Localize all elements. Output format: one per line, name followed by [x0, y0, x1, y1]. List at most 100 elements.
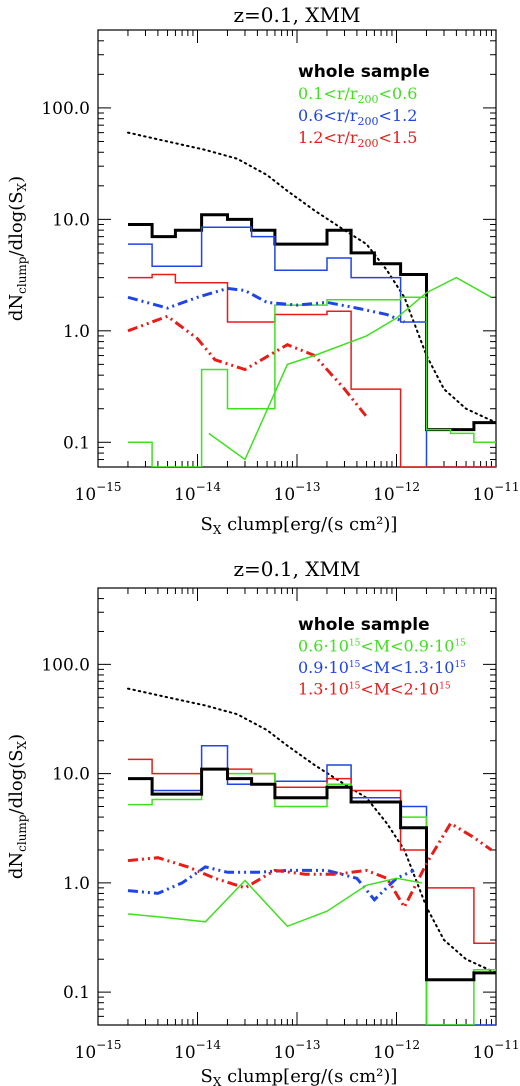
- legend-part: 0.1<r/r: [298, 84, 358, 103]
- series-line-6: [127, 314, 368, 418]
- legend-sup: 15: [454, 639, 466, 649]
- y-label-mid: /dlog(S: [6, 749, 27, 814]
- legend-part: 1.3·10: [298, 680, 349, 699]
- x-tick-base: 10: [373, 1043, 395, 1063]
- x-tick-label: 10−14: [174, 1038, 221, 1063]
- x-tick-exp: −15: [96, 1038, 121, 1052]
- x-axis-label-0: SX clump[erg/(s cm²)]: [201, 514, 398, 537]
- x-tick-exp: −11: [494, 480, 519, 494]
- x-tick-label: 10−11: [473, 1038, 520, 1063]
- x-tick-exp: −11: [494, 1038, 519, 1052]
- y-label-end: ): [6, 176, 27, 183]
- legend-entry-2: 0.9·1015<M<1.3·1015: [298, 658, 466, 677]
- legend-part: <0.6: [379, 84, 418, 103]
- legend-entry-3: 1.3·1015<M<2·1015: [298, 680, 451, 699]
- series-line-5: [127, 865, 415, 903]
- x-tick-label: 10−11: [473, 480, 520, 505]
- x-tick-exp: −15: [96, 480, 121, 494]
- series-line-7: [208, 276, 492, 461]
- x-label-rest: clump[erg/(s cm²)]: [221, 514, 397, 535]
- series-line-4: [128, 296, 496, 467]
- panel-1: 10−15 10−14 10−13 10−12 10−110.11.010.0100.0…: [41, 587, 520, 1063]
- legend-sup: 15: [349, 682, 361, 692]
- legend-part: 0.9·10: [298, 658, 349, 677]
- y-tick-label: 0.1: [63, 983, 90, 1003]
- series-line-5: [127, 286, 405, 324]
- panel-0: 10−15 10−14 10−13 10−12 10−110.11.010.0100.0…: [41, 29, 520, 505]
- x-tick-base: 10: [274, 485, 296, 505]
- x-tick-base: 10: [75, 1043, 97, 1063]
- legend-part: <M<1.3·10: [360, 658, 454, 677]
- series-group-0: [127, 131, 496, 467]
- x-tick-label: 10−12: [373, 480, 420, 505]
- y-tick-label: 100.0: [41, 655, 90, 675]
- x-tick-base: 10: [473, 1043, 495, 1063]
- legend-part: 0.6·10: [298, 637, 349, 656]
- x-tick-label: 10−15: [75, 480, 122, 505]
- legend-part: <1.5: [379, 128, 418, 147]
- x-tick-label: 10−14: [174, 480, 221, 505]
- x-tick-exp: −12: [395, 480, 420, 494]
- legend-entry-1: 0.1<r/r200<0.6: [298, 84, 417, 106]
- y-label-sub2: X: [15, 182, 29, 191]
- series-line-3: [128, 768, 496, 1025]
- legend-sup: 15: [349, 660, 361, 670]
- legend-entry-1: 0.6·1015<M<0.9·1015: [298, 637, 466, 656]
- x-tick-label: 10−15: [75, 1038, 122, 1063]
- series-line-7: [127, 877, 423, 928]
- series-line-0: [127, 131, 496, 424]
- x-tick-base: 10: [174, 1043, 196, 1063]
- x-tick-exp: −13: [295, 480, 320, 494]
- legend-part: <M<0.9·10: [360, 637, 454, 656]
- legend-sub: 200: [358, 137, 379, 150]
- legend-sup: 15: [439, 682, 451, 692]
- x-tick-base: 10: [274, 1043, 296, 1063]
- y-tick-label: 100.0: [41, 99, 90, 119]
- x-tick-label: 10−13: [274, 480, 321, 505]
- legend-part: 1.2<r/r: [298, 128, 358, 147]
- legend-sub: 200: [358, 93, 379, 106]
- y-tick-label: 1.0: [63, 874, 90, 894]
- legend-sup: 15: [454, 660, 466, 670]
- legend-sup: 15: [349, 639, 361, 649]
- x-tick-exp: −14: [196, 1038, 222, 1052]
- chart-title-1: z=0.1, XMM: [233, 557, 360, 581]
- legend-entry-3: 1.2<r/r200<1.5: [298, 128, 417, 150]
- series-line-6: [127, 821, 493, 911]
- series-group-1: [127, 687, 496, 1025]
- y-tick-label: 10.0: [52, 210, 90, 230]
- x-tick-label: 10−12: [373, 1038, 420, 1063]
- series-line-0: [127, 687, 496, 974]
- x-tick-base: 10: [373, 485, 395, 505]
- y-tick-label: 10.0: [52, 765, 90, 785]
- x-tick-base: 10: [174, 485, 196, 505]
- x-tick-exp: −12: [395, 1038, 420, 1052]
- series-line-1: [128, 213, 496, 432]
- x-tick-base: 10: [473, 485, 495, 505]
- x-label-s: S: [201, 1066, 213, 1086]
- y-label-dn: dN: [6, 852, 27, 879]
- x-label-s: S: [201, 514, 213, 535]
- x-tick-exp: −13: [295, 1038, 320, 1052]
- y-label-sub: clump: [15, 814, 29, 852]
- y-axis-label-0: dNclump/dlog(SX): [6, 176, 29, 321]
- x-label-rest: clump[erg/(s cm²)]: [221, 1066, 397, 1086]
- y-tick-label: 0.1: [63, 433, 90, 453]
- legend-sub: 200: [358, 115, 379, 128]
- x-tick-label: 10−13: [274, 1038, 321, 1063]
- legend-entry-0: whole sample: [298, 62, 430, 82]
- y-label-end: ): [6, 734, 27, 741]
- plot-frame-0: [97, 29, 497, 468]
- legend-part: <1.2: [379, 106, 418, 125]
- x-label-sub: X: [213, 1075, 222, 1086]
- x-tick-base: 10: [75, 485, 97, 505]
- legend-part: 0.6<r/r: [298, 106, 358, 125]
- series-line-3: [128, 273, 496, 467]
- legend-entry-0: whole sample: [298, 615, 430, 635]
- x-axis-label-1: SX clump[erg/(s cm²)]: [201, 1066, 398, 1086]
- legend-entry-2: 0.6<r/r200<1.2: [298, 106, 417, 128]
- y-label-dn: dN: [6, 294, 27, 321]
- y-axis-label-1: dNclump/dlog(SX): [6, 734, 29, 879]
- x-tick-exp: −14: [196, 480, 222, 494]
